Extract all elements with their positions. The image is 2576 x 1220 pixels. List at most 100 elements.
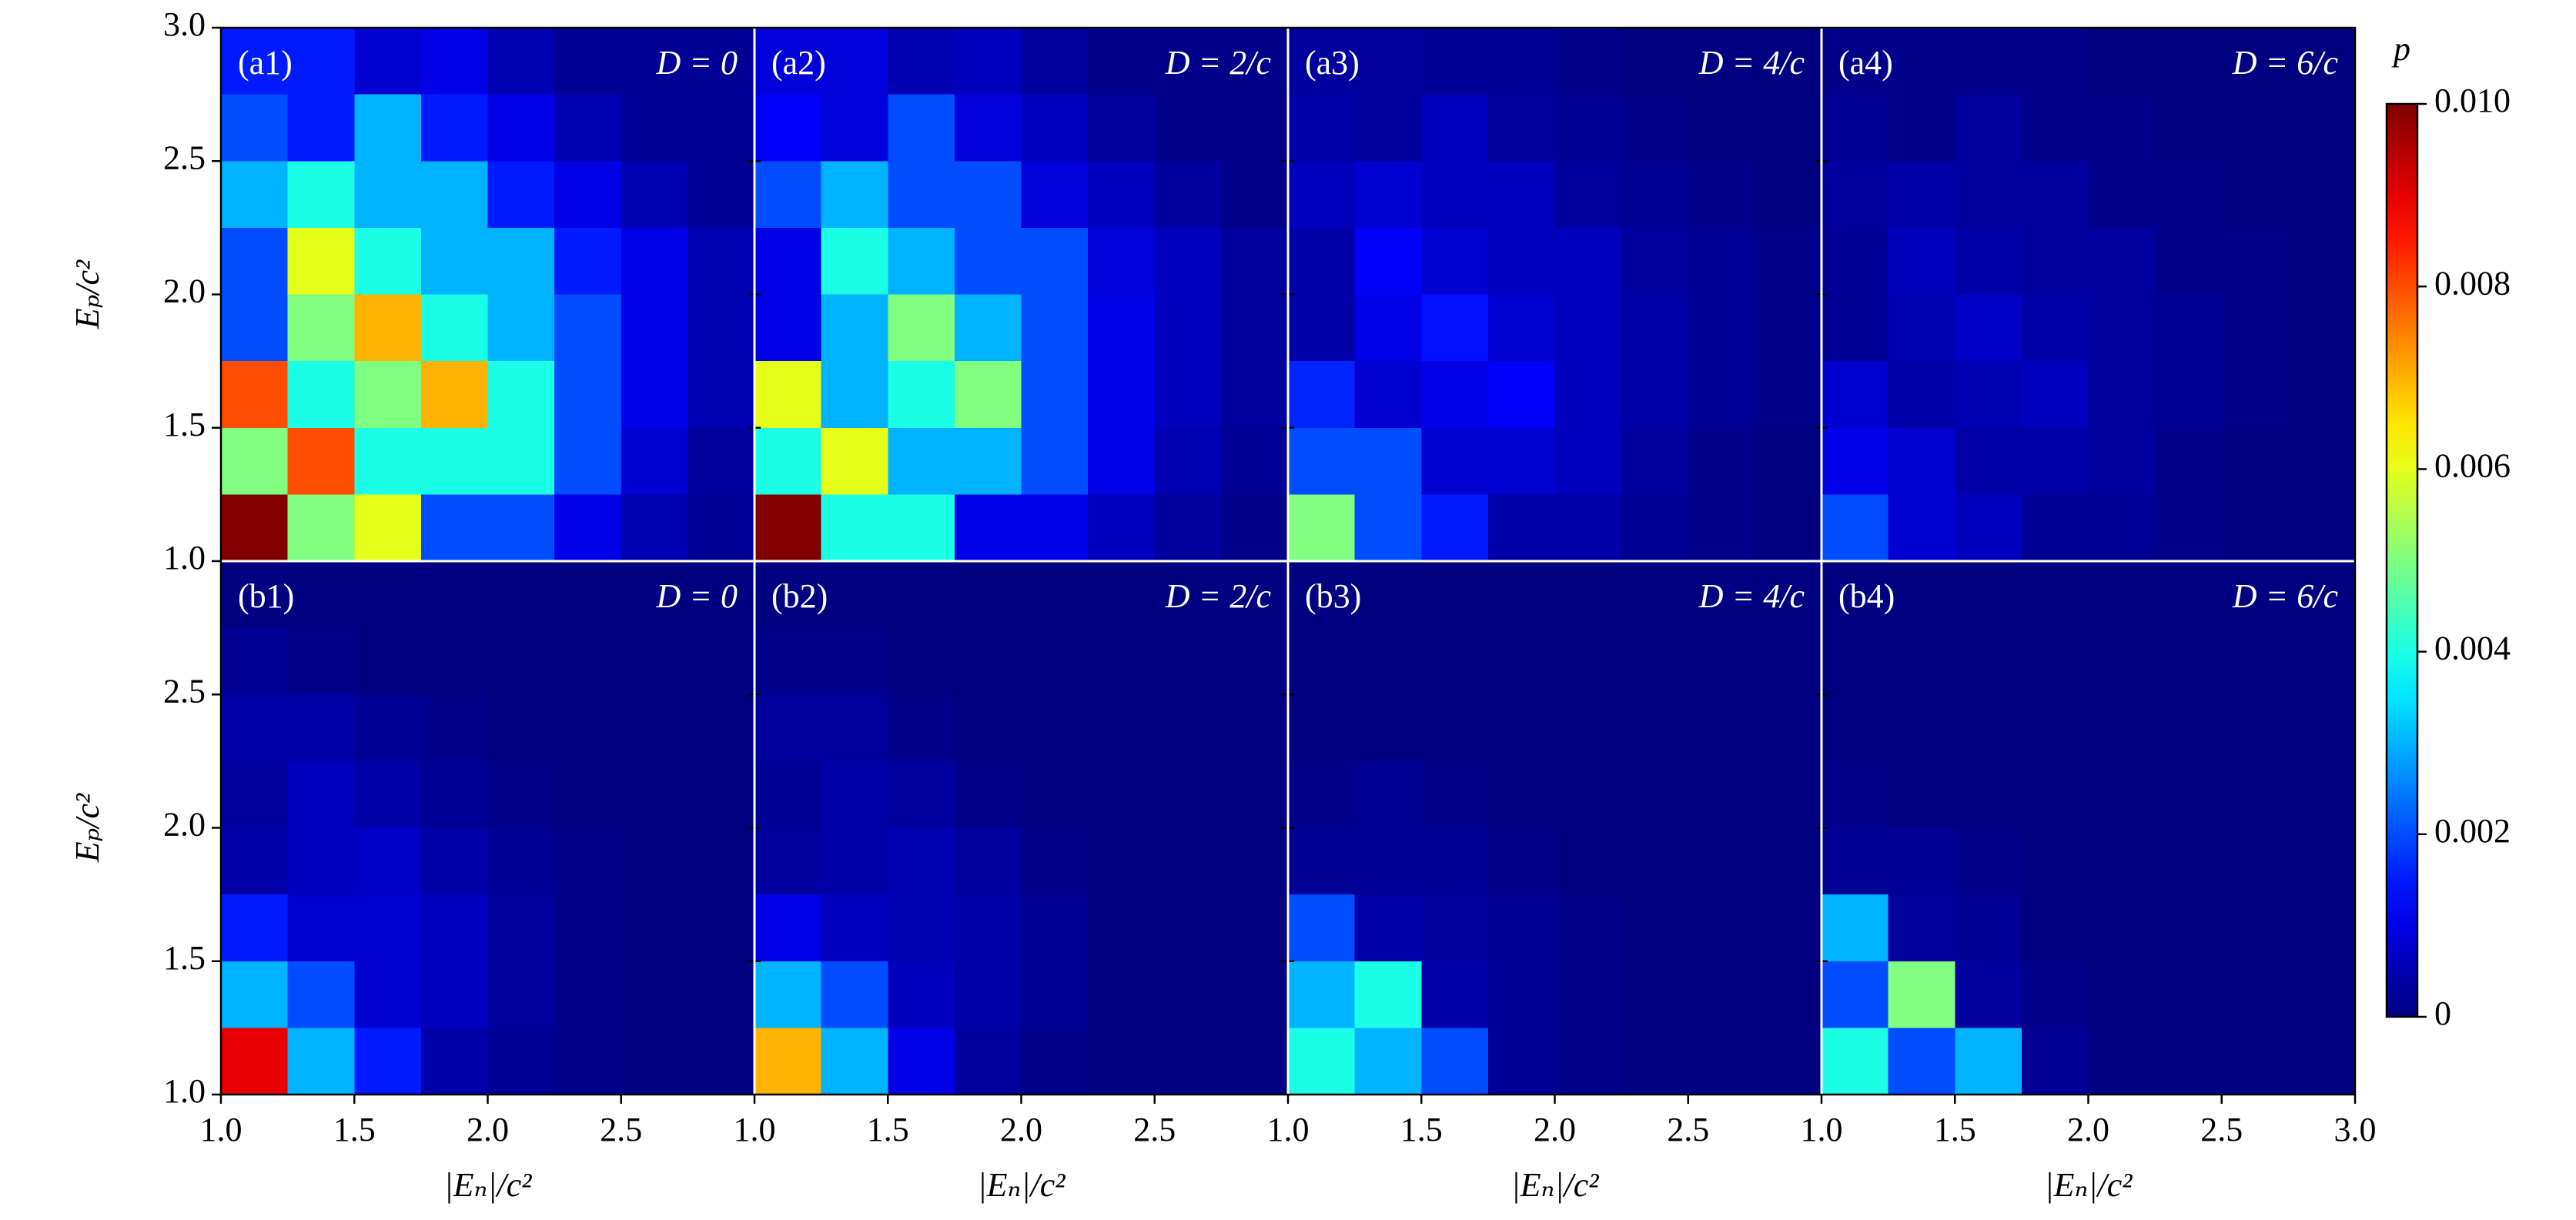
heat-cell: [821, 427, 888, 495]
heat-cell: [1154, 28, 1222, 95]
heat-cell: [754, 28, 822, 95]
heat-cell: [2021, 894, 2089, 962]
heat-cell: [1288, 494, 1356, 562]
heat-cell: [1955, 28, 2022, 95]
x-tick-label: 2.0: [2067, 1111, 2109, 1148]
heat-cell: [1021, 94, 1089, 162]
heat-cell: [2221, 1028, 2289, 1095]
heat-cell: [420, 894, 489, 962]
heat-cell: [2288, 161, 2356, 229]
heat-cell: [621, 94, 688, 162]
heat-cell: [554, 94, 622, 162]
heat-cell: [1755, 827, 1822, 895]
heat-cell: [2021, 627, 2089, 695]
heat-cell: [554, 961, 622, 1028]
heat-cell: [754, 627, 822, 695]
heat-cell: [1154, 94, 1222, 162]
heat-cell: [954, 427, 1022, 495]
heat-cell: [1955, 161, 2022, 229]
heat-cell: [821, 694, 888, 762]
heat-cell: [487, 894, 555, 962]
heat-cell: [687, 961, 755, 1028]
heat-cell: [954, 827, 1022, 895]
heat-cell: [888, 1028, 955, 1095]
heat-cell: [554, 894, 622, 962]
heat-cell: [1955, 561, 2022, 629]
heat-cell: [420, 760, 489, 829]
heat-cell: [754, 227, 822, 296]
heat-cell: [1487, 361, 1556, 429]
heat-cell: [1221, 494, 1289, 562]
heat-cell: [221, 760, 289, 829]
heat-cell: [1955, 94, 2022, 162]
heat-cell: [554, 694, 622, 762]
heat-cell: [1621, 161, 1689, 229]
heat-cell: [1221, 694, 1289, 762]
heat-cell: [1621, 361, 1689, 429]
heat-cell: [687, 894, 755, 962]
heat-cell: [1688, 1028, 1755, 1095]
heat-cell: [2288, 28, 2356, 95]
heat-cell: [420, 94, 489, 162]
x-tick-label: 2.0: [1534, 1111, 1576, 1148]
heat-cell: [888, 961, 955, 1028]
heat-cell: [821, 361, 888, 429]
heat-cell: [287, 760, 355, 829]
heat-cell: [554, 1028, 622, 1095]
heat-cell: [888, 827, 955, 895]
heat-cell: [487, 294, 555, 362]
heat-cell: [1487, 294, 1556, 362]
heat-cell: [888, 627, 955, 695]
heat-cell: [1288, 894, 1356, 962]
heat-cell: [221, 28, 289, 95]
heat-cell: [1955, 1028, 2022, 1095]
x-axis-label: |Eₙ|/c²: [2045, 1166, 2133, 1204]
heat-cell: [888, 760, 955, 829]
heat-cell: [221, 427, 289, 495]
heat-cell: [1021, 760, 1089, 829]
heat-cell: [1554, 161, 1622, 229]
heat-cell: [888, 28, 955, 95]
heat-cell: [754, 161, 822, 229]
heat-cell: [1688, 961, 1755, 1028]
heat-cell: [888, 427, 955, 495]
heat-cell: [821, 494, 888, 562]
heat-cell: [1755, 561, 1822, 629]
heat-cell: [1221, 28, 1289, 95]
heat-cell: [1487, 694, 1556, 762]
heat-cell: [487, 227, 555, 296]
heat-cell: [1288, 294, 1356, 362]
heat-cell: [487, 694, 555, 762]
heat-cell: [1554, 827, 1622, 895]
heat-cell: [2155, 94, 2223, 162]
heat-cell: [420, 827, 489, 895]
heat-cell: [221, 94, 289, 162]
heat-cell: [1755, 760, 1822, 829]
heat-cell: [687, 28, 755, 95]
heat-cell: [888, 94, 955, 162]
heat-cell: [1288, 94, 1356, 162]
heat-cell: [821, 760, 888, 829]
heat-cell: [1154, 427, 1222, 495]
panel: [754, 561, 1289, 1095]
annotation: D = 6/c: [2232, 577, 2339, 615]
heat-cell: [687, 694, 755, 762]
heat-cell: [1088, 94, 1156, 162]
heat-cell: [1421, 827, 1489, 895]
heat-cell: [687, 361, 755, 429]
heat-cell: [1421, 694, 1489, 762]
heat-cell: [2288, 827, 2356, 895]
heat-cell: [1288, 1028, 1356, 1095]
x-tick-label: 2.0: [1000, 1111, 1042, 1148]
heat-cell: [1088, 1028, 1156, 1095]
heat-cell: [1955, 694, 2022, 762]
heat-cell: [487, 494, 555, 562]
heat-cell: [888, 361, 955, 429]
heat-cell: [487, 760, 555, 829]
heat-cell: [2021, 227, 2089, 296]
heat-cell: [621, 494, 688, 562]
x-tick-label: 2.5: [1133, 1111, 1176, 1148]
heat-cell: [1354, 627, 1422, 695]
heat-cell: [2288, 227, 2356, 296]
heat-cell: [1354, 28, 1422, 95]
